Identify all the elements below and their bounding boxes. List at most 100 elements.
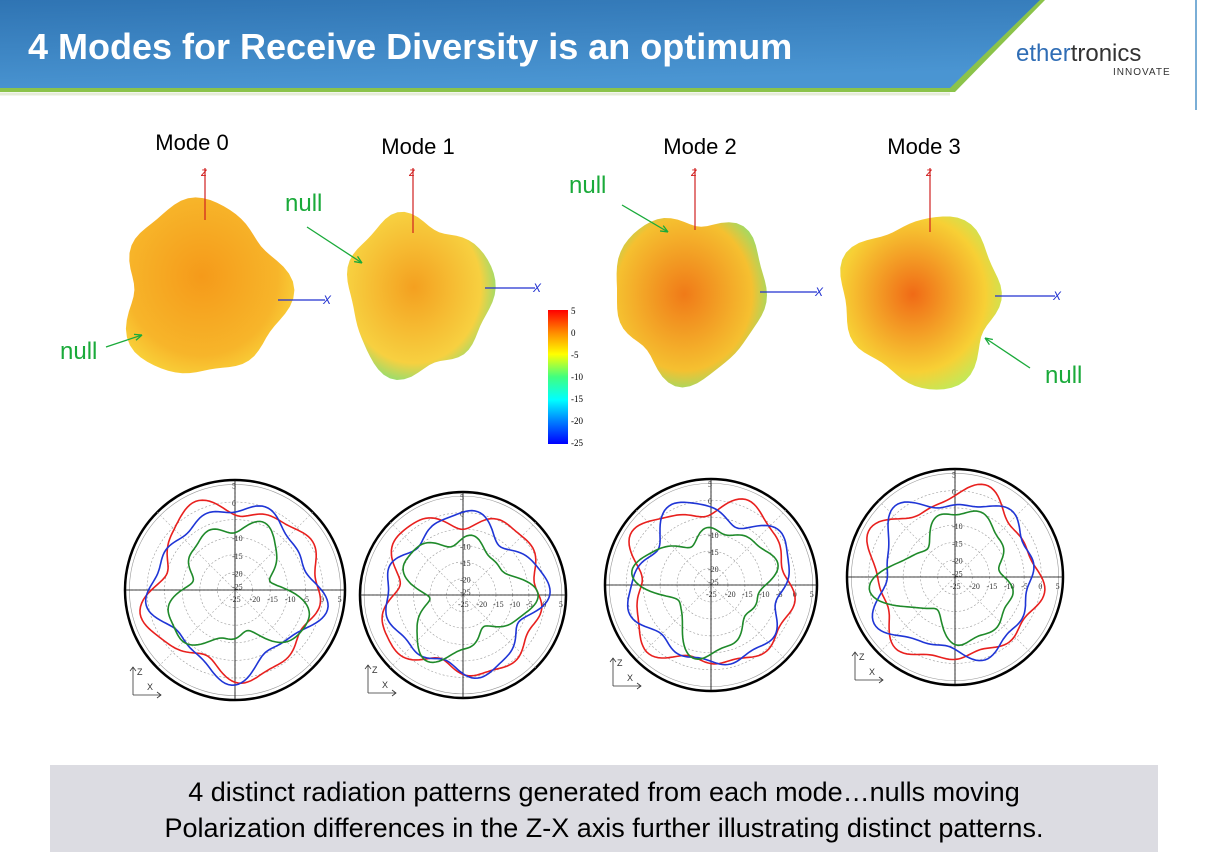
horizontal-tick: -5: [1021, 582, 1028, 591]
3d-radiation-patterns: z Xz Xz Xz X: [105, 165, 1062, 390]
radiation-blob-mode-3: [840, 216, 1002, 390]
x-axis-label: X: [532, 281, 542, 295]
colorbar-tick: -5: [571, 350, 579, 360]
radial-tick: -20: [952, 557, 963, 566]
horizontal-tick: -15: [493, 600, 504, 609]
radial-tick: -10: [232, 534, 243, 543]
x-label: X: [147, 682, 153, 692]
pattern-trace: [402, 534, 540, 664]
axes-orientation-icon: [129, 666, 162, 699]
horizontal-tick: -15: [742, 590, 753, 599]
horizontal-tick: -25: [950, 582, 961, 591]
mode-1-label: Mode 1: [381, 134, 455, 159]
slide-title: 4 Modes for Receive Diversity is an opti…: [28, 26, 793, 67]
x-label: X: [382, 680, 388, 690]
horizontal-tick: -20: [476, 600, 487, 609]
caption-line-1: 4 distinct radiation patterns generated …: [188, 777, 1020, 807]
polar-plot-mode-1: 50-10-15-20-25-25 -20 -15 -10 -5 0 5ZX: [358, 490, 568, 700]
mode-3-label: Mode 3: [887, 134, 961, 159]
caption-box: 4 distinct radiation patterns generated …: [50, 765, 1158, 852]
z-axis-label: z: [925, 165, 932, 179]
arrow-head: [133, 333, 143, 341]
radial-tick: -15: [952, 539, 963, 548]
company-logo: ethertronics: [1016, 40, 1142, 67]
polar-plot-mode-3: 5 0 -10 -15 -20 -25 -25 -20 -15 -10 -5 0 5 ZX: [845, 467, 1065, 687]
x-axis-label: X: [1052, 289, 1062, 303]
z-label: Z: [859, 652, 865, 662]
radial-tick: -25: [952, 570, 963, 579]
horizontal-tick: 5: [338, 595, 342, 604]
null-label-mode1: null: [285, 190, 323, 217]
radial-tick: -15: [708, 548, 719, 557]
radial-tick: -10: [460, 543, 471, 552]
pattern-trace: [868, 510, 1014, 646]
horizontal-tick: -10: [1004, 582, 1015, 591]
x-label: X: [627, 673, 633, 683]
horizontal-tick: -10: [759, 590, 770, 599]
horizontal-tick: -25: [230, 595, 241, 604]
pattern-trace: [630, 526, 779, 661]
horizontal-tick: -25: [706, 590, 717, 599]
pattern-trace: [626, 501, 791, 666]
colorbar-tick: -25: [571, 438, 583, 448]
pattern-trace: [381, 517, 543, 677]
radial-tick: 0: [460, 510, 464, 519]
caption-line-2: Polarization differences in the Z-X axis…: [164, 813, 1044, 843]
pattern-trace: [139, 499, 322, 685]
radial-tick: -25: [232, 583, 243, 592]
radial-tick: 5: [460, 493, 464, 502]
radial-tick: 5: [708, 480, 712, 489]
x-axis-label: X: [814, 285, 824, 299]
axes-orientation-icon: [609, 657, 642, 690]
radiation-blob-mode-1: [347, 211, 496, 380]
null-arrow: [306, 226, 363, 264]
colorbar-tick: -15: [571, 394, 583, 404]
mode-2-label: Mode 2: [663, 134, 737, 159]
horizontal-tick: -10: [509, 600, 520, 609]
colorbar-tick: 0: [571, 328, 576, 338]
z-axis-label: z: [408, 165, 415, 179]
horizontal-tick: -15: [267, 595, 278, 604]
horizontal-tick: 5: [810, 590, 814, 599]
radial-tick: 0: [232, 499, 236, 508]
pattern-trace: [628, 498, 796, 665]
pattern-trace: [144, 505, 329, 687]
horizontal-tick: 0: [1038, 582, 1042, 591]
arrow-head: [659, 225, 669, 233]
null-arrow: [105, 334, 143, 348]
polar-plots: 50-10-15-20-25-25 -20 -15 -10 -5 0 5ZX50-10-15…: [123, 467, 1065, 702]
horizontal-tick: 0: [320, 595, 324, 604]
radial-tick: 0: [708, 497, 712, 506]
pattern-trace: [866, 483, 1046, 661]
horizontal-tick: -15: [987, 582, 998, 591]
horizontal-tick: 5: [559, 600, 563, 609]
colorbar-tick: -10: [571, 372, 583, 382]
radial-tick: -25: [460, 588, 471, 597]
radial-tick: -20: [232, 569, 243, 578]
polar-plot-mode-0: 5 0 -10 -15 -20 -25 -25 -20 -15 -10 -5 0 5 ZX: [123, 478, 347, 702]
pattern-trace: [385, 509, 551, 680]
radial-tick: -10: [952, 522, 963, 531]
z-label: Z: [137, 667, 143, 677]
z-label: Z: [617, 658, 623, 668]
radial-tick: 5: [232, 481, 236, 490]
x-label: X: [869, 667, 875, 677]
horizontal-tick: -20: [969, 582, 980, 591]
radiation-blob-mode-2: [616, 218, 767, 388]
radial-tick: -15: [232, 552, 243, 561]
z-label: Z: [372, 665, 378, 675]
radial-tick: -15: [460, 559, 471, 568]
colorbar-tick: 5: [571, 306, 576, 316]
horizontal-tick: -20: [250, 595, 261, 604]
colorbar-tick: -20: [571, 416, 583, 426]
null-arrow: [984, 337, 1031, 369]
radial-tick: -10: [708, 531, 719, 540]
radial-tick: -25: [708, 578, 719, 587]
null-label-mode2: null: [569, 172, 607, 199]
header-band: [0, 0, 1197, 110]
null-label-mode0: null: [60, 338, 98, 365]
horizontal-tick: -5: [526, 600, 533, 609]
null-arrow: [621, 204, 669, 233]
colorbar: [548, 310, 568, 444]
radial-tick: 0: [952, 488, 956, 497]
